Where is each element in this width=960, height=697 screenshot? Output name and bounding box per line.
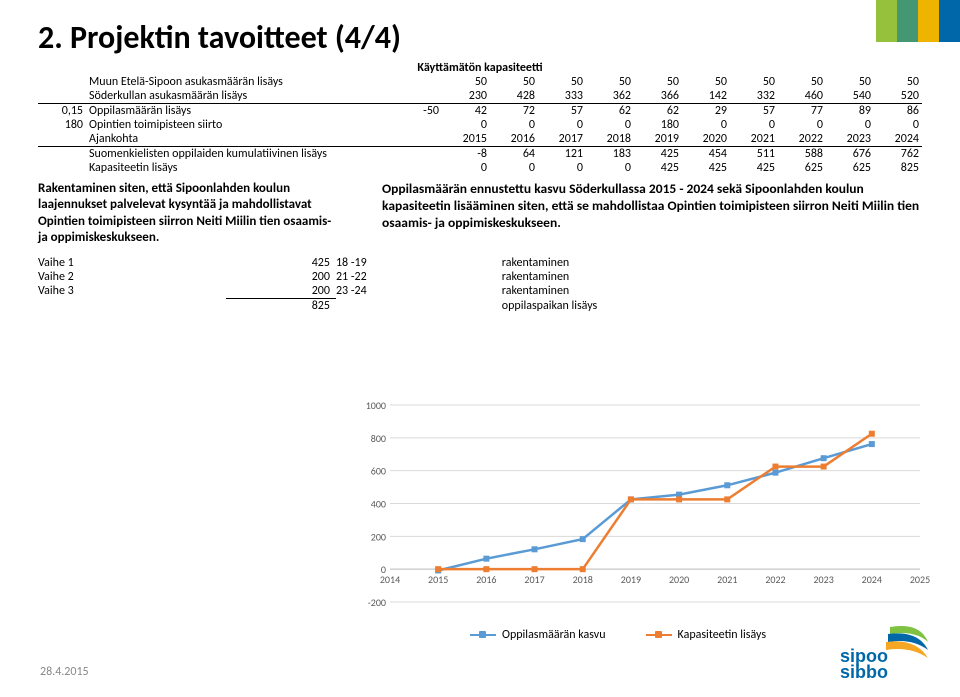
- line-chart: -200020040060080010002014201520162017201…: [360, 400, 930, 630]
- sipoo-logo: sipoo sibbo: [840, 622, 930, 687]
- chart-legend: Oppilasmäärän kasvu Kapasiteetin lisäys: [470, 628, 766, 642]
- svg-text:600: 600: [371, 465, 386, 478]
- svg-text:800: 800: [371, 432, 386, 445]
- footer-date: 28.4.2015: [40, 665, 89, 679]
- note-left: Rakentaminen siten, että Sipoonlahden ko…: [38, 181, 338, 246]
- note-right: Oppilasmäärän ennustettu kasvu Söderkull…: [352, 181, 922, 246]
- phases-table: Vaihe 142518 -19rakentaminenVaihe 220021…: [0, 246, 960, 313]
- svg-text:-200: -200: [368, 596, 386, 609]
- page-title: 2. Projektin tavoitteet (4/4): [0, 0, 960, 61]
- svg-text:200: 200: [371, 530, 386, 543]
- notes-row: Rakentaminen siten, että Sipoonlahden ko…: [0, 175, 960, 246]
- svg-text:2015: 2015: [428, 573, 448, 586]
- svg-text:sibbo: sibbo: [840, 662, 888, 682]
- svg-text:2021: 2021: [717, 573, 737, 586]
- svg-text:2018: 2018: [573, 573, 593, 586]
- svg-text:2024: 2024: [862, 573, 882, 586]
- svg-text:2019: 2019: [621, 573, 641, 586]
- svg-text:400: 400: [371, 498, 386, 511]
- data-table: Käyttämätön kapasiteettiMuun Etelä-Sipoo…: [0, 61, 960, 175]
- svg-text:2014: 2014: [380, 573, 400, 586]
- svg-text:2016: 2016: [476, 573, 496, 586]
- svg-text:2017: 2017: [524, 573, 544, 586]
- corner-stripes: [876, 0, 960, 42]
- svg-text:2023: 2023: [813, 573, 833, 586]
- svg-text:1000: 1000: [366, 400, 386, 412]
- svg-text:2025: 2025: [910, 573, 930, 586]
- legend-item-0: Oppilasmäärän kasvu: [502, 628, 606, 642]
- svg-text:2020: 2020: [669, 573, 689, 586]
- svg-text:2022: 2022: [765, 573, 785, 586]
- legend-item-1: Kapasiteetin lisäys: [678, 628, 767, 642]
